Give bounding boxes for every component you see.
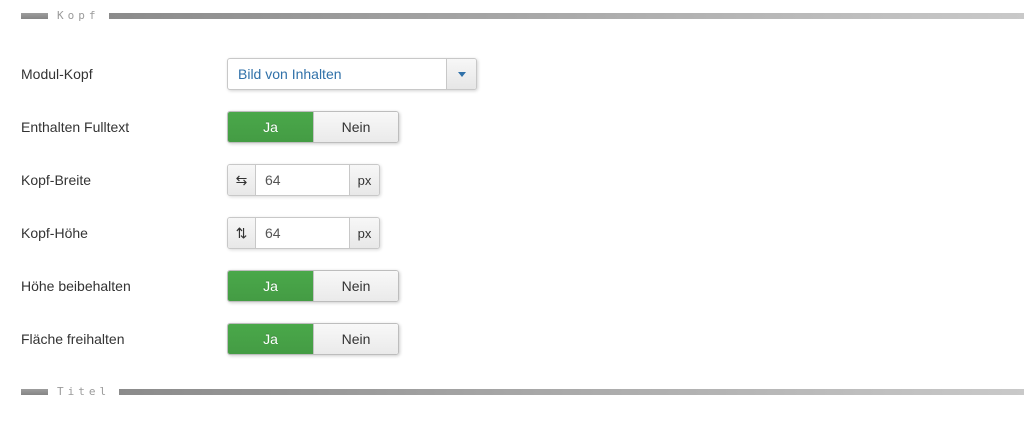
section-legend-kopf: Kopf bbox=[57, 12, 100, 20]
toggle-ja-button[interactable]: Ja bbox=[228, 271, 313, 301]
unit-label-px: px bbox=[349, 165, 379, 195]
kopf-breite-input-group: ⇆ px bbox=[227, 164, 380, 196]
section-legend-titel: Titel bbox=[57, 388, 110, 396]
modul-kopf-select[interactable]: Bild von Inhalten bbox=[227, 58, 477, 90]
section-header-kopf: Kopf bbox=[21, 12, 1024, 20]
flaeche-freihalten-toggle: Ja Nein bbox=[227, 323, 399, 355]
toggle-nein-button[interactable]: Nein bbox=[313, 324, 398, 354]
kopf-hoehe-input-group: ⇅ px bbox=[227, 217, 380, 249]
legend-bar-left bbox=[21, 389, 48, 395]
toggle-ja-button[interactable]: Ja bbox=[228, 112, 313, 142]
form-row-kopf-breite: Kopf-Breite ⇆ px bbox=[0, 164, 1024, 196]
form-row-hoehe-beibehalten: Höhe beibehalten Ja Nein bbox=[0, 270, 1024, 302]
hoehe-beibehalten-toggle: Ja Nein bbox=[227, 270, 399, 302]
kopf-hoehe-input[interactable] bbox=[256, 218, 349, 248]
legend-bar-right bbox=[109, 13, 1024, 19]
select-dropdown-button[interactable] bbox=[446, 59, 476, 89]
field-label-modul-kopf: Modul-Kopf bbox=[21, 66, 227, 82]
toggle-nein-button[interactable]: Nein bbox=[313, 112, 398, 142]
resize-horizontal-icon: ⇆ bbox=[228, 165, 256, 195]
unit-label-px: px bbox=[349, 218, 379, 248]
form-row-kopf-hoehe: Kopf-Höhe ⇅ px bbox=[0, 217, 1024, 249]
legend-bar-right bbox=[119, 389, 1024, 395]
form-row-flaeche-freihalten: Fläche freihalten Ja Nein bbox=[0, 323, 1024, 355]
legend-bar-left bbox=[21, 13, 48, 19]
select-selected-value: Bild von Inhalten bbox=[228, 59, 446, 89]
kopf-settings-form: Modul-Kopf Bild von Inhalten Enthalten F… bbox=[0, 58, 1024, 355]
form-row-modul-kopf: Modul-Kopf Bild von Inhalten bbox=[0, 58, 1024, 90]
kopf-breite-input[interactable] bbox=[256, 165, 349, 195]
form-row-enthalten-fulltext: Enthalten Fulltext Ja Nein bbox=[0, 111, 1024, 143]
caret-down-icon bbox=[458, 72, 466, 77]
toggle-ja-button[interactable]: Ja bbox=[228, 324, 313, 354]
field-label-kopf-hoehe: Kopf-Höhe bbox=[21, 225, 227, 241]
field-label-enthalten-fulltext: Enthalten Fulltext bbox=[21, 119, 227, 135]
section-header-titel: Titel bbox=[21, 388, 1024, 396]
toggle-nein-button[interactable]: Nein bbox=[313, 271, 398, 301]
field-label-hoehe-beibehalten: Höhe beibehalten bbox=[21, 278, 227, 294]
field-label-kopf-breite: Kopf-Breite bbox=[21, 172, 227, 188]
enthalten-fulltext-toggle: Ja Nein bbox=[227, 111, 399, 143]
resize-vertical-icon: ⇅ bbox=[228, 218, 256, 248]
field-label-flaeche-freihalten: Fläche freihalten bbox=[21, 331, 227, 347]
